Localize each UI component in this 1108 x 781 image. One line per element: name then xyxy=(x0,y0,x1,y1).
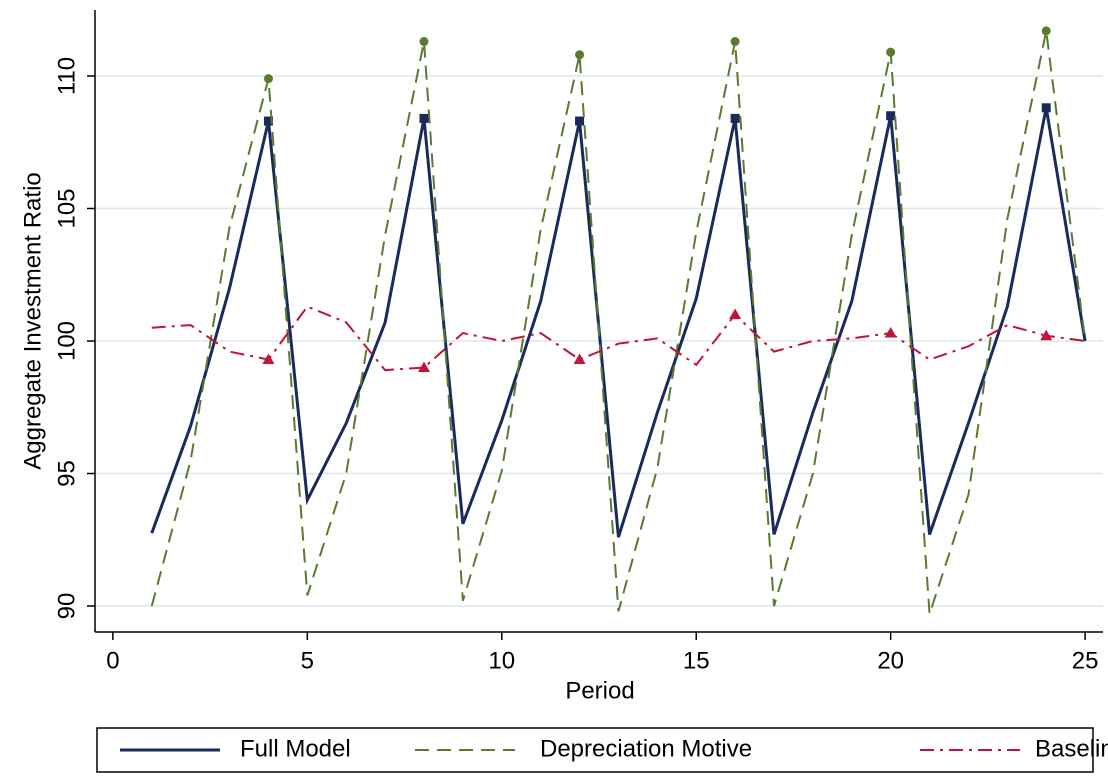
x-tick-label: 15 xyxy=(683,647,710,674)
marker xyxy=(1041,103,1051,113)
x-tick-label: 0 xyxy=(106,647,119,674)
marker xyxy=(263,74,273,84)
marker xyxy=(418,361,430,373)
marker xyxy=(419,113,429,123)
y-tick-label: 110 xyxy=(53,57,80,95)
marker xyxy=(730,37,740,47)
marker xyxy=(575,116,585,126)
series-line xyxy=(150,107,1087,538)
legend-label: Depreciation Motive xyxy=(540,735,752,762)
marker xyxy=(419,37,429,47)
marker xyxy=(730,113,740,123)
legend-label: Baseline xyxy=(1035,735,1108,762)
x-tick-label: 20 xyxy=(877,647,904,674)
marker xyxy=(886,111,896,121)
marker xyxy=(886,47,896,57)
y-tick-label: 105 xyxy=(53,188,80,228)
legend-label: Full Model xyxy=(240,735,351,762)
y-tick-label: 95 xyxy=(53,460,80,487)
marker xyxy=(575,50,585,60)
series-line xyxy=(150,30,1087,615)
y-tick-label: 100 xyxy=(53,321,80,361)
marker xyxy=(573,353,586,365)
x-tick-label: 5 xyxy=(301,647,314,674)
x-axis-label: Period xyxy=(565,677,634,704)
x-tick-label: 25 xyxy=(1072,647,1099,674)
x-tick-label: 10 xyxy=(488,647,515,674)
y-axis-label: Aggregate Investment Ratio xyxy=(19,172,46,470)
marker xyxy=(884,327,897,338)
marker xyxy=(729,308,742,320)
marker xyxy=(1040,329,1053,341)
marker xyxy=(262,353,275,365)
marker xyxy=(263,116,273,126)
series-line xyxy=(151,305,1086,372)
y-tick-label: 90 xyxy=(53,593,80,620)
marker xyxy=(1041,26,1051,36)
legend-box xyxy=(96,727,1094,773)
